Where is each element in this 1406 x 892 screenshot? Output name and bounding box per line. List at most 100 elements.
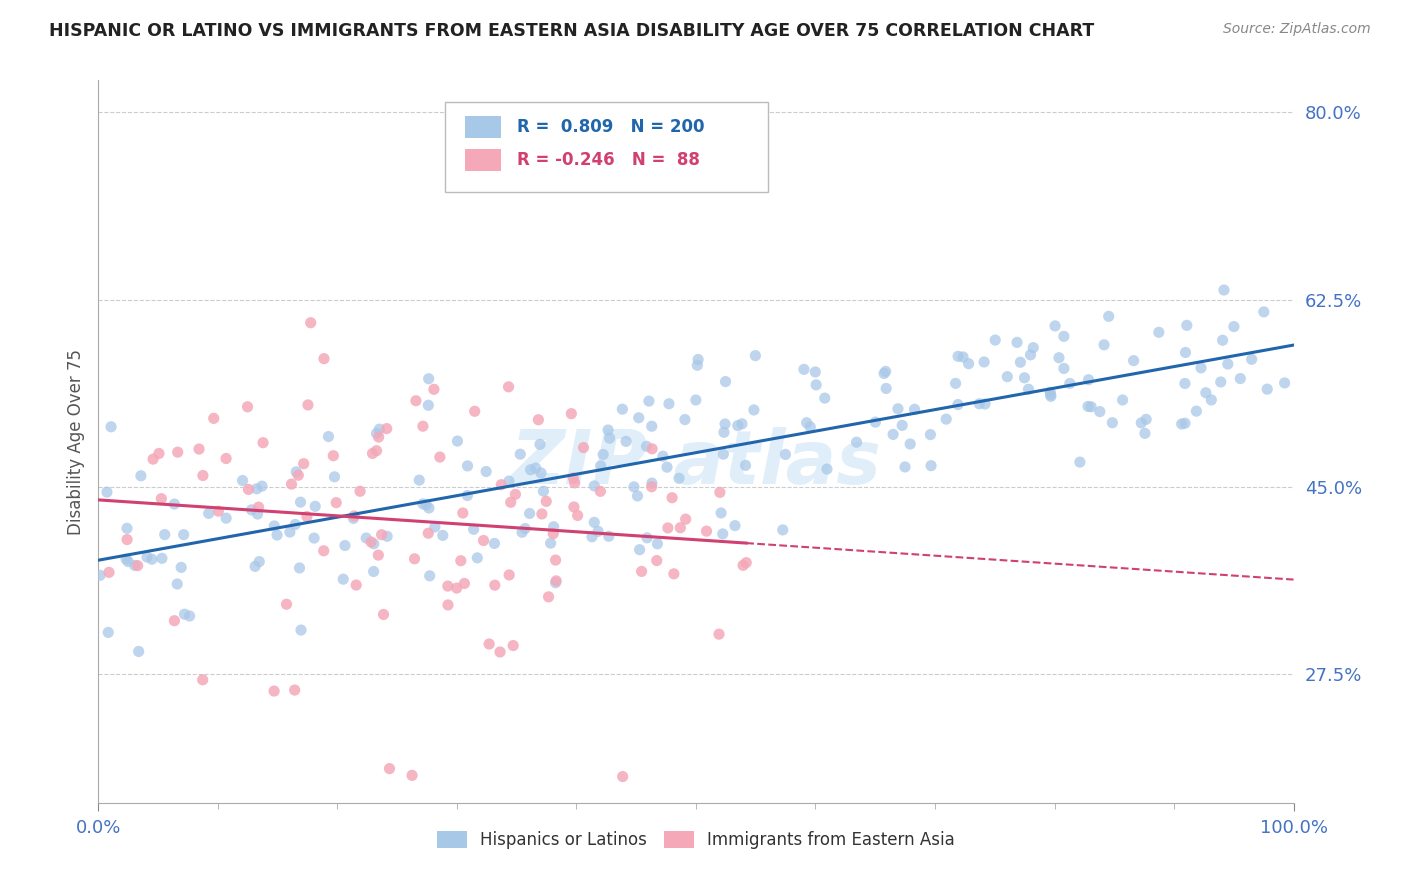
Point bbox=[804, 377, 827, 392]
Point bbox=[614, 434, 637, 449]
Point bbox=[815, 462, 838, 476]
Point bbox=[163, 614, 186, 628]
Point bbox=[873, 367, 896, 381]
Point bbox=[404, 551, 426, 566]
Point bbox=[1043, 318, 1066, 333]
Point bbox=[581, 530, 603, 544]
Point bbox=[89, 568, 111, 582]
Point bbox=[1147, 326, 1170, 340]
Point bbox=[423, 382, 446, 396]
Point bbox=[537, 590, 560, 604]
Point bbox=[1059, 376, 1081, 391]
Point bbox=[437, 579, 460, 593]
FancyBboxPatch shape bbox=[465, 149, 501, 170]
Point bbox=[412, 497, 434, 511]
Point bbox=[173, 607, 195, 622]
Point bbox=[875, 381, 897, 395]
Point bbox=[1014, 371, 1036, 385]
Point bbox=[418, 500, 440, 515]
Point bbox=[793, 362, 815, 376]
Point bbox=[375, 529, 398, 543]
Point bbox=[361, 446, 384, 460]
Point bbox=[419, 569, 441, 583]
Point bbox=[457, 458, 479, 473]
Point bbox=[215, 511, 238, 525]
Text: Source: ZipAtlas.com: Source: ZipAtlas.com bbox=[1223, 22, 1371, 37]
Point bbox=[945, 376, 967, 391]
Point bbox=[318, 429, 340, 443]
Point bbox=[1216, 357, 1239, 371]
Y-axis label: Disability Age Over 75: Disability Age Over 75 bbox=[66, 349, 84, 534]
Point bbox=[437, 598, 460, 612]
Point bbox=[202, 411, 225, 425]
Point bbox=[920, 458, 942, 473]
Point bbox=[1256, 382, 1278, 396]
Point bbox=[686, 358, 709, 372]
Point bbox=[562, 500, 585, 514]
Point bbox=[695, 524, 717, 538]
Point bbox=[527, 413, 550, 427]
Point bbox=[1209, 375, 1232, 389]
Point bbox=[349, 484, 371, 499]
Point bbox=[323, 470, 346, 484]
Point bbox=[191, 673, 214, 687]
Point bbox=[572, 441, 595, 455]
Point bbox=[360, 535, 382, 549]
Point bbox=[612, 402, 634, 417]
Point bbox=[378, 762, 401, 776]
Point bbox=[173, 527, 195, 541]
Point bbox=[117, 555, 139, 569]
Point bbox=[733, 558, 755, 573]
Point bbox=[592, 447, 614, 461]
Point bbox=[472, 533, 495, 548]
Point bbox=[412, 419, 434, 434]
Point bbox=[453, 576, 475, 591]
Point bbox=[498, 474, 520, 488]
Point bbox=[1047, 351, 1070, 365]
Point bbox=[935, 412, 957, 426]
Point bbox=[375, 422, 398, 436]
Point bbox=[540, 536, 562, 550]
Point bbox=[673, 412, 696, 426]
Point bbox=[710, 506, 733, 520]
Point bbox=[432, 528, 454, 542]
Point bbox=[946, 349, 969, 363]
Point bbox=[546, 574, 568, 588]
Point bbox=[845, 435, 868, 450]
Point bbox=[366, 426, 388, 441]
Point bbox=[920, 427, 942, 442]
Point bbox=[464, 404, 486, 418]
Point bbox=[1080, 400, 1102, 414]
Point bbox=[544, 575, 567, 590]
Point bbox=[418, 526, 440, 541]
Point bbox=[675, 512, 697, 526]
Point bbox=[312, 543, 335, 558]
Point bbox=[1111, 392, 1133, 407]
Point bbox=[713, 425, 735, 440]
Point bbox=[995, 369, 1018, 384]
Point bbox=[524, 461, 547, 475]
Point bbox=[669, 521, 692, 535]
Point bbox=[98, 566, 121, 580]
Point bbox=[238, 483, 260, 497]
Point bbox=[685, 392, 707, 407]
Point bbox=[1039, 389, 1062, 403]
Point bbox=[1077, 373, 1099, 387]
Point bbox=[596, 423, 619, 437]
Point bbox=[363, 537, 385, 551]
Point bbox=[333, 539, 356, 553]
Point bbox=[882, 427, 904, 442]
Point bbox=[332, 572, 354, 586]
Point bbox=[804, 365, 827, 379]
Point bbox=[731, 417, 754, 431]
Point bbox=[498, 568, 520, 582]
Point bbox=[727, 418, 749, 433]
Point bbox=[641, 419, 664, 434]
Point bbox=[651, 450, 673, 464]
Point bbox=[342, 511, 364, 525]
Point bbox=[560, 407, 582, 421]
Point bbox=[304, 500, 326, 514]
Point bbox=[295, 509, 318, 524]
Point bbox=[1135, 412, 1157, 426]
Point bbox=[243, 559, 266, 574]
